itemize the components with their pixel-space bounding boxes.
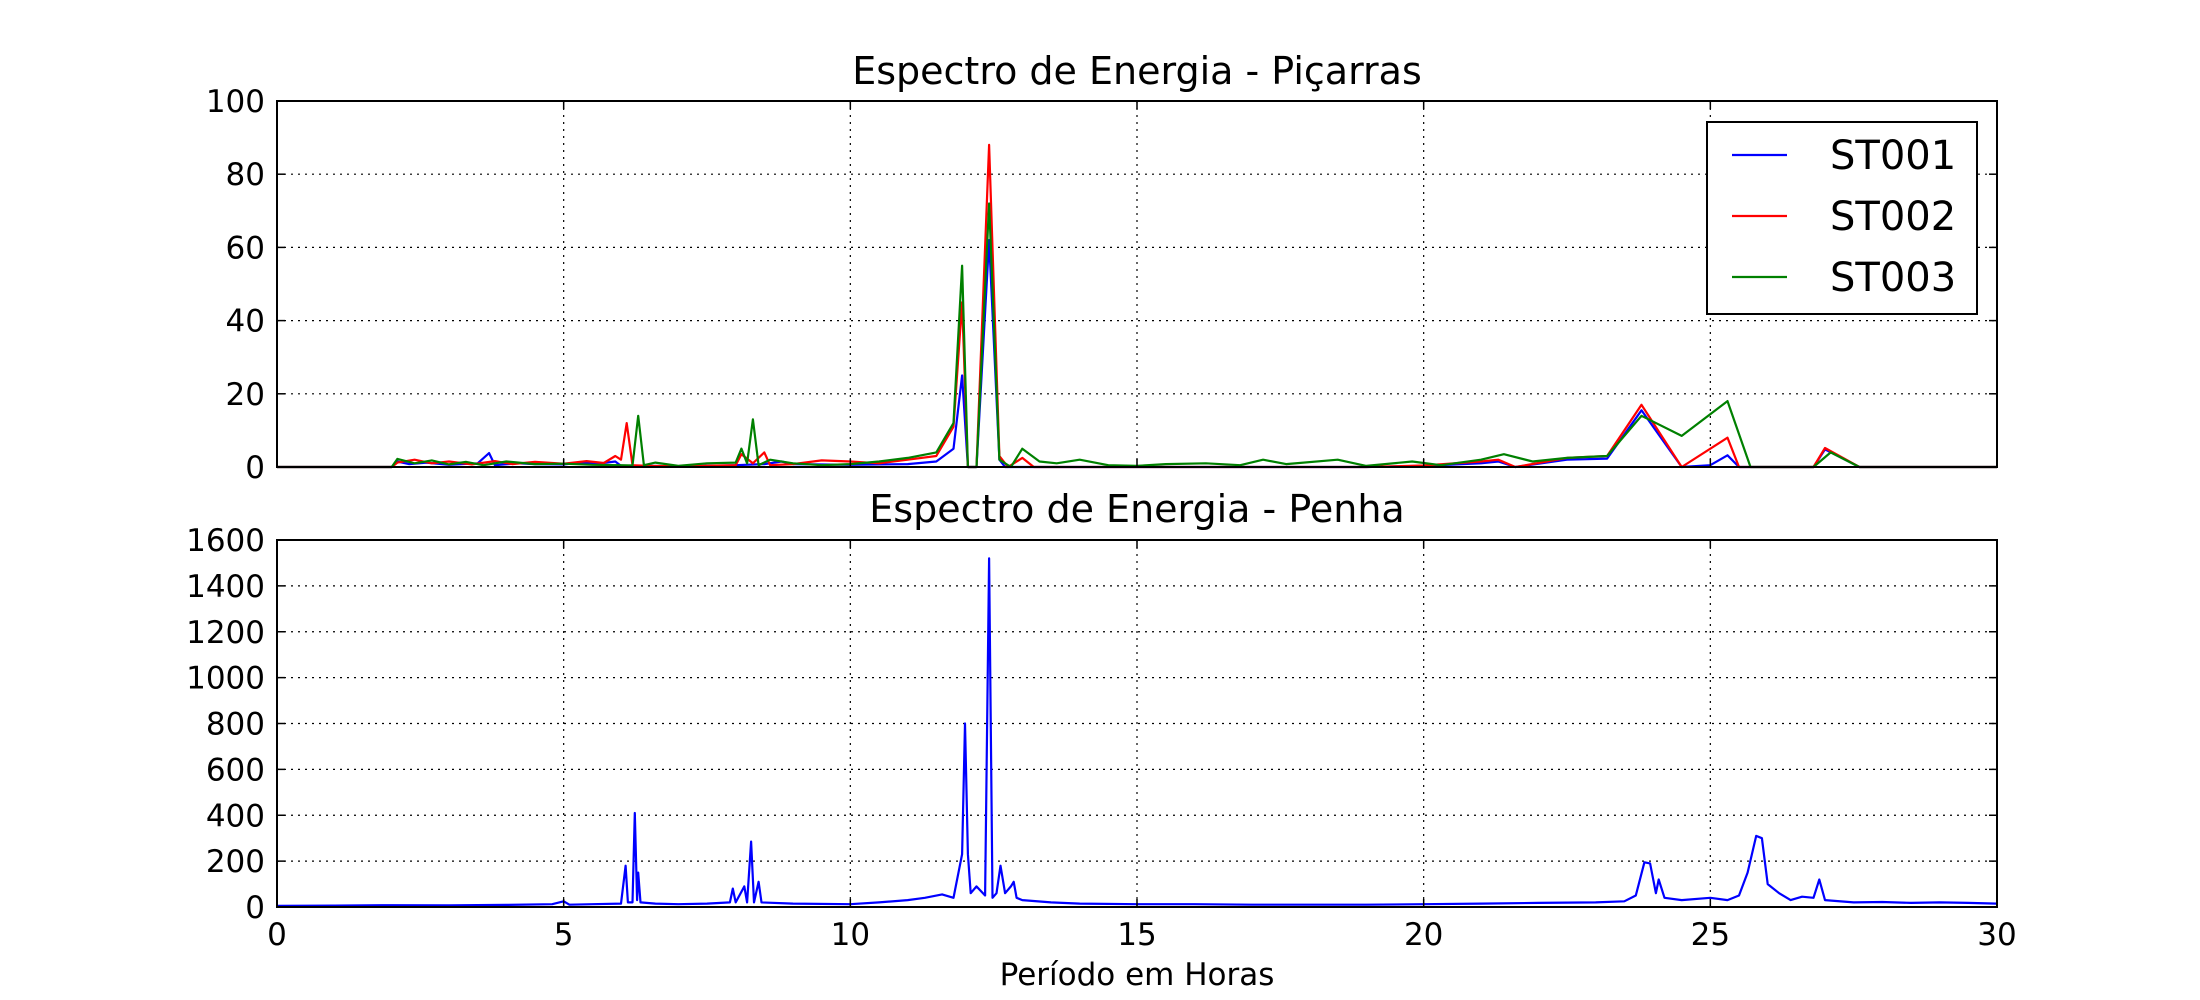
plot-title: Espectro de Energia - Penha [869,487,1404,531]
x-tick-label: 0 [267,917,287,953]
y-tick-label: 1400 [186,569,265,605]
x-tick-label: 20 [1404,917,1443,953]
axis-ticks: 0 5 10 15 20 25 30 0 200 400 600 800 1000 1200 1400 160… [186,523,2017,953]
y-tick-label: 0 [245,450,265,486]
y-tick-label: 0 [245,890,265,926]
series-lines [276,557,1998,908]
x-axis-label: Período em Horas [1000,957,1275,993]
y-tick-label: 1200 [186,615,265,651]
legend: ST001 ST002 ST003 [1706,121,1978,315]
series-line-st001 [277,239,1997,469]
grid [277,540,1997,907]
y-tick-label: 60 [226,230,265,266]
series-lines [277,143,1997,469]
y-tick-label: 800 [206,707,265,743]
plot-title: Espectro de Energia - Piçarras [852,49,1422,93]
y-tick-label: 40 [226,304,265,340]
plot-picarras: Espectro de Energia - Piçarras 0 20 40 60 80… [206,49,1998,486]
y-tick-label: 100 [206,84,265,120]
legend-label: ST001 [1830,133,1956,179]
x-tick-label: 30 [1977,917,2016,953]
plot-penha: Espectro de Energia - Penha 0 5 10 15 20 25 30… [186,487,2017,993]
y-tick-label: 600 [206,752,265,788]
axis-ticks: 0 20 40 60 80 100 [206,84,1998,486]
y-tick-label: 200 [206,844,265,880]
y-tick-label: 80 [226,157,265,193]
legend-label: ST002 [1830,194,1956,240]
y-tick-label: 400 [206,798,265,834]
x-tick-label: 15 [1117,917,1156,953]
y-tick-label: 1000 [186,661,265,697]
x-tick-label: 5 [554,917,574,953]
x-tick-label: 10 [831,917,870,953]
legend-label: ST003 [1830,255,1956,301]
series-line-st003 [277,202,1997,469]
series-line-penha [276,557,1998,908]
x-tick-label: 25 [1691,917,1730,953]
y-tick-label: 20 [226,377,265,413]
y-tick-label: 1600 [186,523,265,559]
